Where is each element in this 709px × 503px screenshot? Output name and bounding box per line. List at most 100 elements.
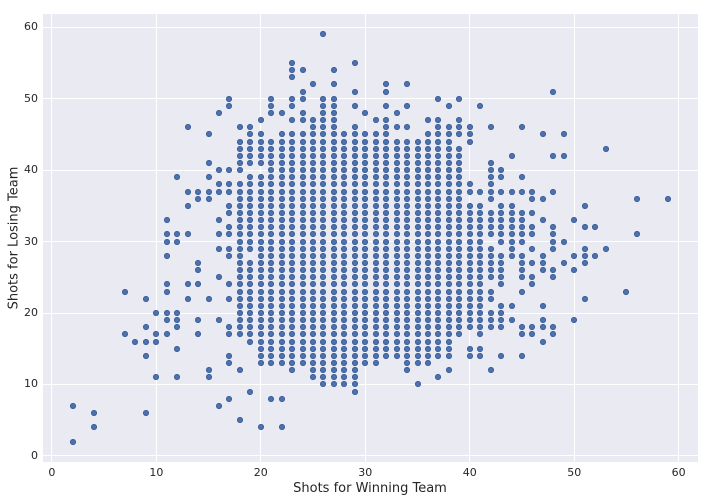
- scatter-point: [477, 317, 484, 324]
- scatter-point: [330, 81, 337, 88]
- scatter-point: [174, 374, 181, 381]
- scatter-point: [372, 131, 379, 138]
- scatter-point: [477, 274, 484, 281]
- scatter-point: [539, 195, 546, 202]
- scatter-point: [289, 352, 296, 359]
- scatter-point: [456, 209, 463, 216]
- scatter-point: [445, 324, 452, 331]
- scatter-point: [289, 195, 296, 202]
- scatter-point: [236, 281, 243, 288]
- scatter-point: [163, 317, 170, 324]
- scatter-point: [341, 267, 348, 274]
- scatter-point: [393, 345, 400, 352]
- scatter-point: [330, 374, 337, 381]
- scatter-point: [665, 195, 672, 202]
- scatter-point: [372, 281, 379, 288]
- scatter-point: [477, 209, 484, 216]
- scatter-point: [268, 324, 275, 331]
- scatter-point: [205, 188, 212, 195]
- scatter-point: [351, 217, 358, 224]
- scatter-point: [236, 245, 243, 252]
- scatter-point: [477, 231, 484, 238]
- scatter-point: [341, 174, 348, 181]
- scatter-point: [435, 181, 442, 188]
- scatter-point: [257, 231, 264, 238]
- scatter-point: [289, 67, 296, 74]
- x-tick-label: 10: [149, 466, 164, 479]
- y-tick-label: 10: [24, 377, 38, 391]
- scatter-point: [383, 267, 390, 274]
- scatter-point: [351, 388, 358, 395]
- scatter-point: [372, 295, 379, 302]
- scatter-point: [435, 245, 442, 252]
- scatter-point: [445, 217, 452, 224]
- scatter-point: [236, 224, 243, 231]
- scatter-point: [247, 159, 254, 166]
- scatter-point: [362, 281, 369, 288]
- scatter-point: [393, 317, 400, 324]
- scatter-point: [299, 217, 306, 224]
- scatter-point: [236, 188, 243, 195]
- scatter-point: [414, 188, 421, 195]
- scatter-point: [424, 138, 431, 145]
- scatter-point: [226, 245, 233, 252]
- scatter-point: [383, 260, 390, 266]
- scatter-point: [383, 352, 390, 359]
- scatter-point: [456, 124, 463, 131]
- scatter-point: [435, 310, 442, 317]
- scatter-point: [341, 338, 348, 345]
- scatter-point: [341, 245, 348, 252]
- scatter-point: [414, 167, 421, 174]
- scatter-point: [404, 310, 411, 317]
- scatter-point: [445, 188, 452, 195]
- scatter-point: [424, 159, 431, 166]
- scatter-point: [466, 238, 473, 245]
- y-tick-label: 0: [31, 448, 38, 462]
- scatter-point: [435, 338, 442, 345]
- scatter-point: [435, 117, 442, 124]
- scatter-point: [341, 317, 348, 324]
- scatter-point: [456, 281, 463, 288]
- scatter-point: [550, 224, 557, 231]
- scatter-point: [310, 124, 317, 131]
- scatter-point: [456, 174, 463, 181]
- scatter-point: [529, 231, 536, 238]
- scatter-point: [414, 288, 421, 295]
- scatter-point: [466, 188, 473, 195]
- scatter-point: [268, 138, 275, 145]
- scatter-point: [226, 395, 233, 402]
- scatter-point: [424, 317, 431, 324]
- scatter-point: [372, 181, 379, 188]
- scatter-point: [205, 174, 212, 181]
- scatter-point: [445, 288, 452, 295]
- scatter-point: [456, 302, 463, 309]
- scatter-point: [487, 231, 494, 238]
- scatter-point: [529, 188, 536, 195]
- scatter-point: [393, 281, 400, 288]
- scatter-point: [414, 231, 421, 238]
- scatter-point: [435, 267, 442, 274]
- scatter-point: [498, 281, 505, 288]
- scatter-point: [268, 152, 275, 159]
- scatter-point: [445, 274, 452, 281]
- scatter-point: [529, 260, 536, 266]
- scatter-point: [435, 138, 442, 145]
- scatter-point: [289, 288, 296, 295]
- scatter-point: [341, 217, 348, 224]
- scatter-point: [320, 224, 327, 231]
- scatter-point: [529, 281, 536, 288]
- scatter-point: [216, 402, 223, 409]
- scatter-point: [445, 367, 452, 374]
- scatter-point: [351, 224, 358, 231]
- scatter-point: [571, 317, 578, 324]
- scatter-point: [362, 174, 369, 181]
- scatter-point: [393, 202, 400, 209]
- scatter-point: [414, 138, 421, 145]
- scatter-point: [184, 124, 191, 131]
- scatter-point: [435, 159, 442, 166]
- scatter-point: [320, 167, 327, 174]
- scatter-point: [456, 195, 463, 202]
- scatter-point: [487, 367, 494, 374]
- scatter-point: [320, 174, 327, 181]
